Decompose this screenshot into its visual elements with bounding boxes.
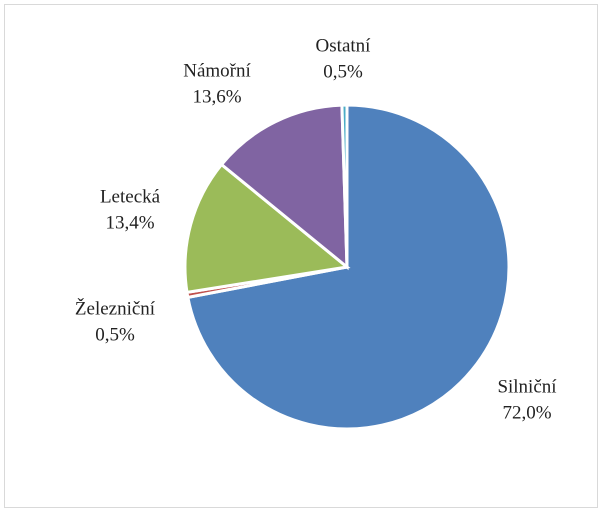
- slice-label: Silniční: [497, 376, 557, 397]
- slice-value: 13,4%: [105, 212, 154, 233]
- slice-label: Ostatní: [316, 35, 372, 56]
- slice-value: 72,0%: [502, 402, 551, 423]
- slice-value: 13,6%: [192, 86, 241, 107]
- slice-label: Letecká: [100, 186, 161, 207]
- pie-slice: [183, 162, 351, 295]
- slice-label: Železniční: [75, 297, 156, 319]
- pie-slice: [219, 103, 349, 271]
- slice-label: Námořní: [183, 60, 251, 81]
- slice-value: 0,5%: [323, 61, 363, 82]
- slice-value: 0,5%: [95, 324, 135, 345]
- pie-slice: [340, 103, 349, 268]
